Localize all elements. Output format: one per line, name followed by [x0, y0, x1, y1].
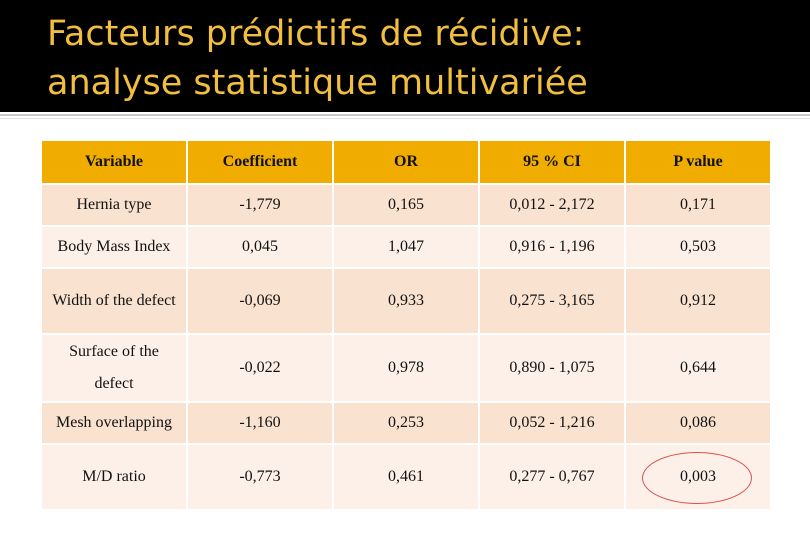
cell-or: 0,461 — [332, 443, 480, 511]
cell-variable: M/D ratio — [40, 443, 188, 511]
column-header-variable: Variable — [40, 139, 188, 185]
cell-variable: Surface of the defect — [40, 333, 188, 403]
cell-coefficient: -0,773 — [186, 443, 334, 511]
table-header-row: Variable Coefficient OR 95 % CI P value — [40, 139, 772, 185]
cell-p-value: 0,086 — [624, 401, 772, 445]
cell-ci: 0,012 - 2,172 — [478, 183, 626, 227]
multivariate-analysis-table: Variable Coefficient OR 95 % CI P value … — [40, 139, 772, 511]
cell-p-value: 0,171 — [624, 183, 772, 227]
cell-variable: Body Mass Index — [40, 225, 188, 269]
cell-ci: 0,052 - 1,216 — [478, 401, 626, 445]
column-header-coefficient: Coefficient — [186, 139, 334, 185]
column-header-ci: 95 % CI — [478, 139, 626, 185]
cell-p-value: 0,503 — [624, 225, 772, 269]
column-header-or: OR — [332, 139, 480, 185]
cell-or: 0,933 — [332, 267, 480, 335]
cell-or: 0,978 — [332, 333, 480, 403]
cell-coefficient: -1,160 — [186, 401, 334, 445]
cell-or: 1,047 — [332, 225, 480, 269]
divider-line-thin — [0, 118, 810, 119]
title-banner: Facteurs prédictifs de récidive: analyse… — [0, 0, 810, 112]
cell-p-value: 0,644 — [624, 333, 772, 403]
cell-coefficient: 0,045 — [186, 225, 334, 269]
cell-or: 0,253 — [332, 401, 480, 445]
cell-variable: Mesh overlapping — [40, 401, 188, 445]
cell-coefficient: -1,779 — [186, 183, 334, 227]
table-row: Width of the defect -0,069 0,933 0,275 -… — [40, 267, 772, 335]
page-title: Facteurs prédictifs de récidive: analyse… — [47, 10, 588, 108]
divider-line — [0, 114, 810, 116]
table-row: M/D ratio -0,773 0,461 0,277 - 0,767 0,0… — [40, 443, 772, 511]
cell-p-value: 0,912 — [624, 267, 772, 335]
cell-or: 0,165 — [332, 183, 480, 227]
cell-ci: 0,275 - 3,165 — [478, 267, 626, 335]
cell-ci: 0,890 - 1,075 — [478, 333, 626, 403]
cell-p-value-highlighted: 0,003 — [624, 443, 772, 511]
table-row: Body Mass Index 0,045 1,047 0,916 - 1,19… — [40, 225, 772, 269]
cell-variable: Width of the defect — [40, 267, 188, 335]
cell-ci: 0,916 - 1,196 — [478, 225, 626, 269]
table-row: Hernia type -1,779 0,165 0,012 - 2,172 0… — [40, 183, 772, 227]
page-title-line-1: Facteurs prédictifs de récidive: — [47, 14, 585, 54]
p-value-text: 0,003 — [680, 468, 716, 485]
cell-ci: 0,277 - 0,767 — [478, 443, 626, 511]
table-row: Surface of the defect -0,022 0,978 0,890… — [40, 333, 772, 403]
page-title-line-2: analyse statistique multivariée — [47, 63, 588, 103]
column-header-p-value: P value — [624, 139, 772, 185]
table-row: Mesh overlapping -1,160 0,253 0,052 - 1,… — [40, 401, 772, 445]
cell-variable: Hernia type — [40, 183, 188, 227]
cell-coefficient: -0,069 — [186, 267, 334, 335]
cell-coefficient: -0,022 — [186, 333, 334, 403]
